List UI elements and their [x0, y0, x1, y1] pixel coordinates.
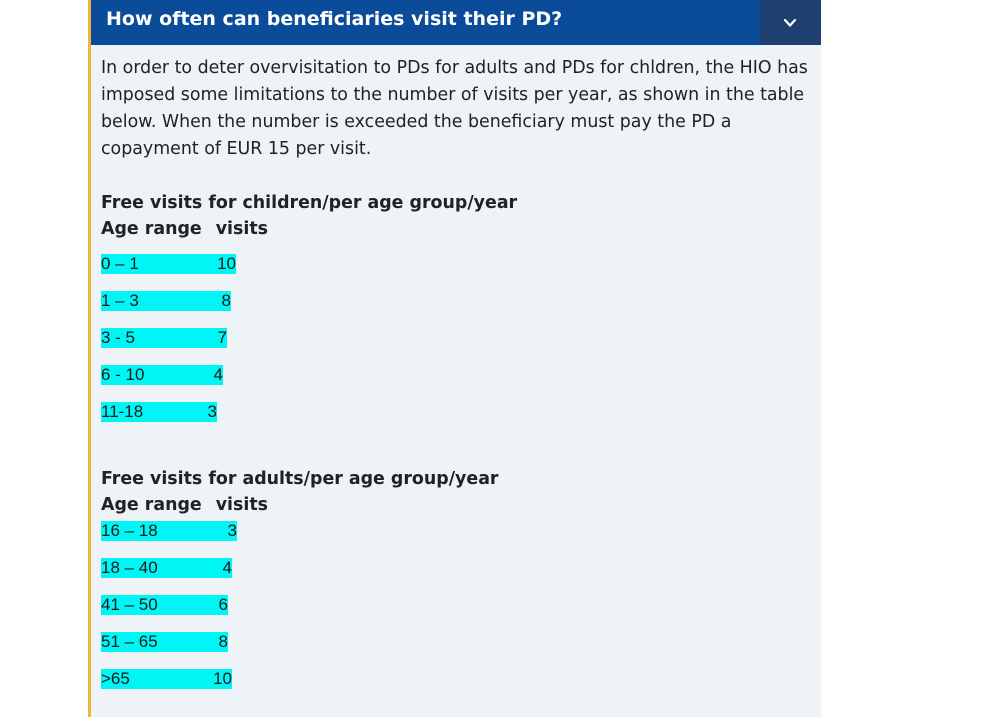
- table-row: 41 – 50 6: [101, 595, 811, 615]
- row-highlight: [101, 328, 227, 348]
- visits-cell: 3: [227, 521, 237, 540]
- faq-header[interactable]: How often can beneficiaries visit their …: [91, 0, 821, 45]
- table-row: >65 10: [101, 669, 811, 689]
- age-range-cell: 16 – 18: [101, 521, 158, 540]
- visits-cell: 4: [222, 558, 232, 577]
- chevron-down-icon: [783, 18, 797, 27]
- age-range-cell: 0 – 1: [101, 254, 139, 273]
- table-row: 3 - 5 7: [101, 328, 811, 348]
- visits-cell: 8: [218, 632, 228, 651]
- age-range-heading: Age range: [101, 219, 202, 239]
- visits-cell: 10: [213, 669, 232, 688]
- row-highlight: [101, 632, 228, 652]
- age-range-cell: 11-18: [101, 402, 144, 421]
- children-table: 0 – 1 10 1 – 3 8 3 - 5 7 6 - 10 4 11-18 3: [101, 254, 811, 422]
- row-highlight: [101, 365, 223, 385]
- age-range-cell: 6 - 10: [101, 365, 145, 384]
- children-table-title: Free visits for children/per age group/y…: [101, 193, 518, 213]
- faq-question[interactable]: How often can beneficiaries visit their …: [106, 8, 563, 30]
- table-row: 0 – 1 10: [101, 254, 811, 274]
- faq-answer: In order to deter overvisitation to PDs …: [101, 55, 811, 689]
- age-range-cell: 18 – 40: [101, 558, 158, 577]
- adults-table-header: Age range visits: [101, 492, 811, 518]
- children-section: Free visits for children/per age group/y…: [101, 190, 811, 439]
- row-highlight: [101, 402, 217, 422]
- row-highlight: [101, 254, 236, 274]
- row-highlight: [101, 521, 237, 541]
- visits-heading: visits: [215, 495, 268, 515]
- intro-paragraph: In order to deter overvisitation to PDs …: [101, 58, 808, 159]
- adults-table: 16 – 18 3 18 – 40 4 41 – 50 6 51 – 65 8 >65 10: [101, 521, 811, 689]
- age-range-heading: Age range: [101, 495, 202, 515]
- visits-cell: 8: [221, 291, 231, 310]
- row-highlight: [101, 669, 232, 689]
- visits-cell: 7: [217, 328, 227, 347]
- row-highlight: [101, 558, 232, 578]
- table-row: 1 – 3 8: [101, 291, 811, 311]
- adults-table-title: Free visits for adults/per age group/yea…: [101, 469, 499, 489]
- age-range-cell: 3 - 5: [101, 328, 136, 347]
- age-range-cell: 51 – 65: [101, 632, 158, 651]
- row-highlight: [101, 595, 228, 615]
- visits-cell: 6: [218, 595, 228, 614]
- visits-cell: 3: [207, 402, 217, 421]
- table-row: 6 - 10 4: [101, 365, 811, 385]
- visits-cell: 4: [213, 365, 223, 384]
- age-range-cell: 41 – 50: [101, 595, 158, 614]
- adults-section: Free visits for adults/per age group/yea…: [101, 466, 811, 706]
- table-row: 16 – 18 3: [101, 521, 811, 541]
- visits-heading: visits: [215, 219, 268, 239]
- visits-cell: 10: [217, 254, 236, 273]
- faq-panel: How often can beneficiaries visit their …: [88, 0, 821, 717]
- row-highlight: [101, 291, 231, 311]
- children-table-header: Age range visits: [101, 216, 811, 242]
- table-row: 51 – 65 8: [101, 632, 811, 652]
- table-row: 11-18 3: [101, 402, 811, 422]
- age-range-cell: 1 – 3: [101, 291, 139, 310]
- table-row: 18 – 40 4: [101, 558, 811, 578]
- expand-toggle-button[interactable]: [760, 0, 821, 45]
- age-range-cell: >65: [101, 669, 130, 688]
